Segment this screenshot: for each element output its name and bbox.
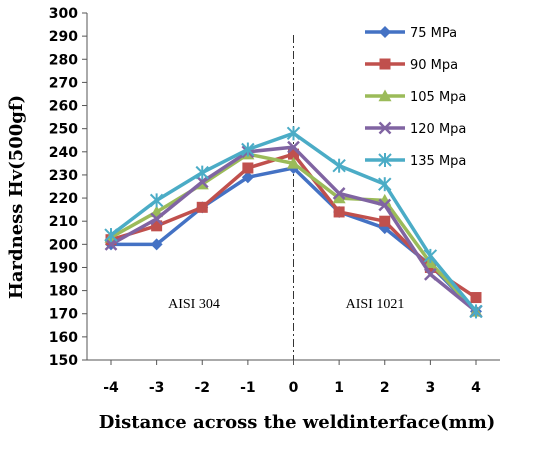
x-tick-label: 2 [380,380,390,396]
data-point-75-mpa [150,238,163,251]
legend-marker-90-mpa [379,58,391,70]
y-tick-label: 260 [49,99,78,115]
y-tick-label: 190 [49,260,78,276]
data-point-90-mpa [196,201,208,213]
y-tick-label: 270 [49,75,78,91]
data-point-135-mpa [286,126,301,141]
data-point-135-mpa [469,304,483,319]
x-axis-title: Distance across the weldinterface(mm) [99,412,496,433]
y-tick-label: 150 [49,353,78,369]
legend-label-120-mpa: 120 Mpa [410,122,466,137]
legend-label-75-mpa: 75 MPa [410,26,457,41]
data-point-75-mpa [241,171,254,184]
region-label-aisi-1021: AISI 1021 [346,297,405,312]
data-point-120-mpa [104,237,118,251]
data-point-120-mpa-stroke [104,237,118,251]
y-tick-label: 220 [49,191,78,207]
legend-marker-120-mpa-stroke [378,121,392,135]
legend-marker-75-mpa [379,26,391,38]
data-point-135-mpa [241,142,255,157]
x-tick-label: 3 [426,380,436,396]
y-tick-label: 180 [49,284,78,300]
data-point-90-mpa [151,220,163,232]
y-tick-label: 250 [49,122,78,138]
data-point-120-mpa-stroke [150,212,164,226]
data-point-90-mpa [379,215,391,227]
legend-marker-135-mpa [378,153,392,167]
y-tick-label: 230 [49,168,78,184]
data-point-120-mpa [423,268,437,281]
data-point-120-mpa [287,140,300,154]
y-tick-label: 200 [49,237,78,253]
data-point-90-mpa [470,292,482,304]
legend-label-135-mpa: 135 Mpa [410,154,466,169]
data-point-135-mpa [423,248,438,263]
x-tick-label: 4 [471,380,481,396]
x-tick-label: -4 [103,380,119,396]
x-tick-label: -2 [194,380,210,396]
data-point-135-mpa [149,193,164,208]
y-tick-label: 210 [49,214,78,230]
y-tick-label: 160 [49,330,78,346]
legend: 75 MPa 90 Mpa 105 Mpa 120 Mpa 135 Mpa [365,26,466,169]
data-point-120-mpa-stroke [378,198,392,212]
x-tick-label: 1 [334,380,344,396]
data-point-135-mpa [332,158,346,173]
plot-area: 1501601701801902002102202302402502602702… [49,6,500,396]
y-tick-label: 290 [49,29,78,45]
data-point-120-mpa-stroke [332,187,346,200]
data-point-135-mpa [104,228,118,243]
data-point-90-mpa [242,162,254,174]
data-point-135-mpa [195,165,209,180]
data-point-120-mpa-stroke [423,268,437,281]
legend-label-90-mpa: 90 Mpa [410,58,458,73]
x-tick-label: -3 [149,380,165,396]
data-point-105-mpa [287,156,300,169]
data-point-120-mpa-stroke [195,175,209,189]
legend-marker-120-mpa [378,121,392,135]
y-tick-label: 300 [49,6,78,22]
data-point-105-mpa [332,191,346,204]
y-tick-label: 280 [49,52,78,68]
region-label-aisi-304: AISI 304 [168,297,220,312]
y-axis-title: Hardness Hv(500gf) [6,95,27,299]
data-point-90-mpa [333,206,345,218]
data-point-120-mpa [332,187,346,200]
data-point-135-mpa [378,177,392,192]
y-tick-label: 170 [49,307,78,323]
legend-label-105-mpa: 105 Mpa [410,90,466,105]
data-point-90-mpa [288,148,299,160]
y-tick-label: 240 [49,145,78,161]
x-tick-label: 0 [289,380,299,396]
legend-marker-105-mpa [378,89,392,102]
x-tick-label: -1 [240,380,256,396]
data-point-120-mpa [195,175,209,189]
data-point-120-mpa-stroke [287,140,300,154]
data-point-120-mpa [150,212,164,226]
data-point-120-mpa [378,198,392,212]
